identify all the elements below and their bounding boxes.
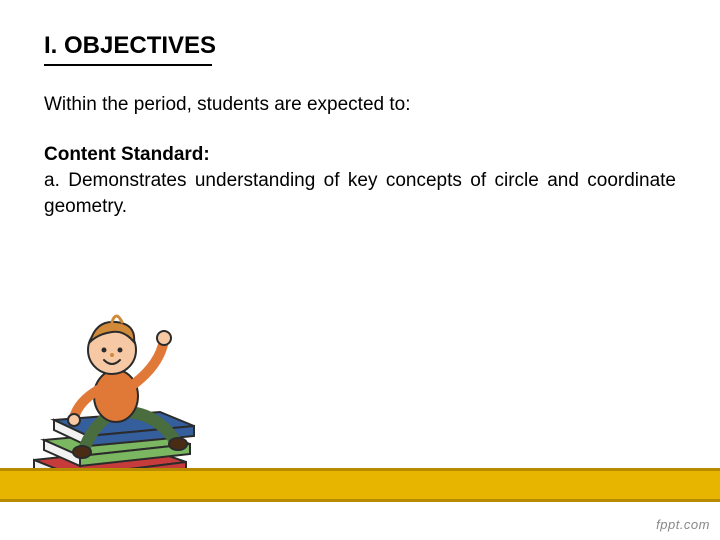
content-standard-title: Content Standard: xyxy=(44,144,676,166)
section-heading: I. OBJECTIVES xyxy=(44,32,676,60)
heading-underline xyxy=(44,64,212,66)
footer-band xyxy=(0,468,720,502)
slide-content: I. OBJECTIVES Within the period, student… xyxy=(0,0,720,219)
footer-edge-bottom xyxy=(0,499,720,502)
footer-fill xyxy=(0,471,720,499)
intro-text: Within the period, students are expected… xyxy=(44,94,676,116)
child-on-books-illustration xyxy=(26,292,206,482)
watermark: fppt.com xyxy=(656,517,710,532)
content-standard-body: a. Demonstrates understanding of key con… xyxy=(44,168,676,219)
